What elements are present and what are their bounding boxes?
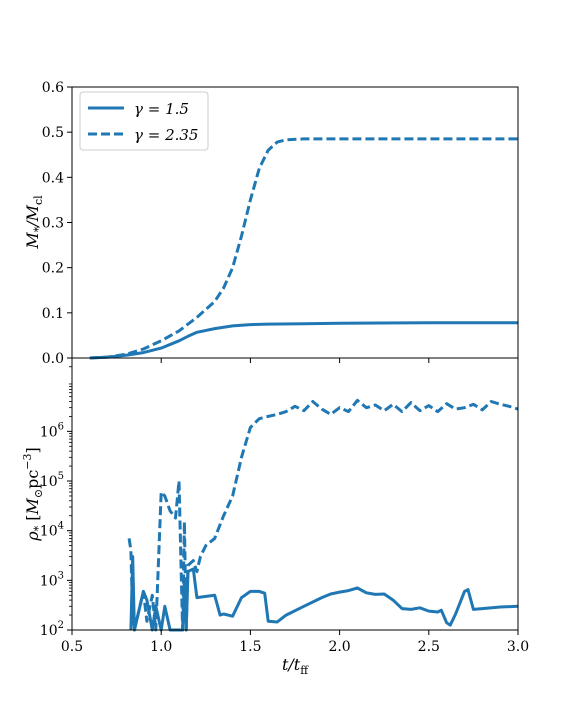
top-series-gamma-2-35-line [89, 137, 518, 360]
top-y-ticks: 0.0 0.1 0.2 0.3 0.4 0.5 0.6 [42, 80, 519, 367]
bottom-y-tick-label: 104 [40, 521, 64, 540]
legend-label-gamma-1-5: γ = 1.5 [134, 100, 189, 118]
top-y-tick-label: 0.4 [42, 170, 64, 186]
bottom-series-group [127, 398, 519, 632]
top-y-tick-label: 0.5 [42, 125, 64, 141]
bottom-series-gamma-2-35-line [127, 398, 519, 632]
x-tick-label: 0.5 [61, 639, 83, 655]
bottom-series-gamma-1-5-line [129, 555, 519, 632]
bottom-ticks: 0.5 1.0 1.5 2.0 2.5 3.0 102 103 104 105 106 [40, 357, 529, 655]
bottom-y-tick-label: 105 [40, 471, 64, 490]
bottom-panel: 0.5 1.0 1.5 2.0 2.5 3.0 102 103 104 105 106 ρ* [M⊙… [21, 357, 529, 677]
legend-label-gamma-2-35: γ = 2.35 [134, 126, 198, 144]
x-tick-label: 3.0 [507, 639, 529, 655]
top-series-group [89, 137, 518, 360]
x-tick-label: 2.5 [418, 639, 440, 655]
top-y-tick-label: 0.6 [42, 80, 64, 96]
top-y-tick-label: 0.1 [42, 306, 64, 322]
bottom-y-tick-label: 103 [40, 570, 64, 589]
top-y-axis-label: M*/Mcl [23, 195, 45, 250]
x-tick-label: 1.5 [239, 639, 261, 655]
x-tick-label: 2.0 [328, 639, 350, 655]
top-y-tick-label: 0.0 [42, 351, 64, 367]
x-axis-label: t/tff [282, 655, 309, 677]
bottom-axes-frame [71, 357, 519, 631]
bottom-y-tick-label: 102 [40, 620, 64, 639]
top-y-tick-label: 0.2 [42, 261, 64, 277]
bottom-y-tick-label: 106 [40, 421, 64, 440]
top-panel: 0.0 0.1 0.2 0.3 0.4 0.5 0.6 M*/Mcl γ = 1.5 γ =… [23, 80, 519, 367]
top-y-tick-label: 0.3 [42, 216, 64, 232]
top-series-gamma-1-5-line [89, 321, 518, 360]
bottom-y-axis-label: ρ* [M⊙pc−3] [21, 447, 45, 542]
x-tick-label: 1.0 [150, 639, 172, 655]
legend: γ = 1.5 γ = 2.35 [79, 91, 209, 151]
